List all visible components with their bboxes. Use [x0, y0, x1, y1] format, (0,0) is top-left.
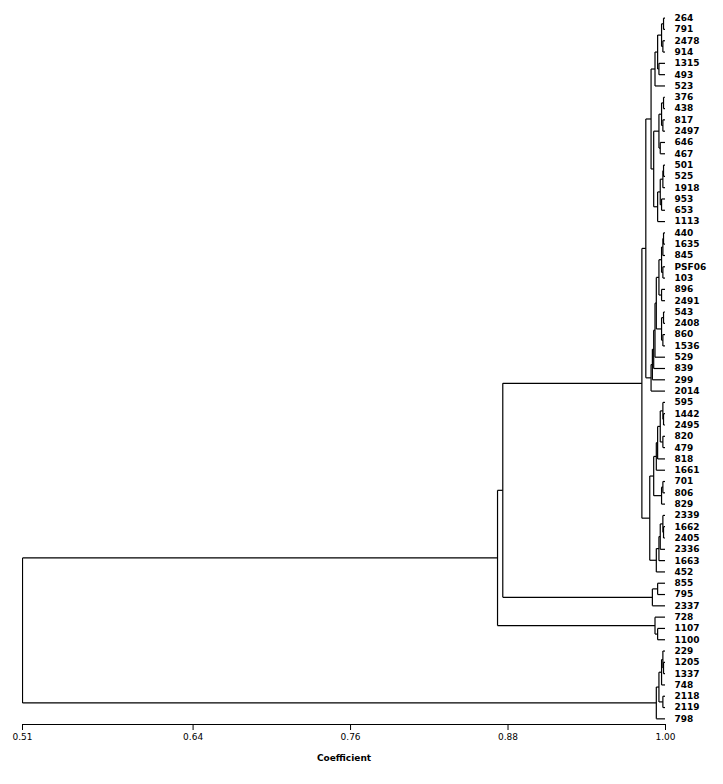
svg-text:0.76: 0.76 — [341, 732, 361, 742]
svg-text:1.00: 1.00 — [655, 732, 675, 742]
svg-text:896: 896 — [675, 284, 694, 294]
svg-text:791: 791 — [675, 24, 694, 34]
svg-text:525: 525 — [675, 171, 694, 181]
svg-text:914: 914 — [675, 47, 694, 57]
svg-text:1315: 1315 — [675, 58, 700, 68]
svg-text:1107: 1107 — [675, 623, 700, 633]
svg-text:2478: 2478 — [675, 36, 700, 46]
svg-text:0.88: 0.88 — [498, 732, 518, 742]
svg-text:479: 479 — [675, 442, 694, 452]
svg-text:798: 798 — [675, 714, 694, 724]
svg-text:1205: 1205 — [675, 657, 700, 667]
svg-text:818: 818 — [675, 454, 694, 464]
svg-text:839: 839 — [675, 363, 694, 373]
svg-text:501: 501 — [675, 160, 694, 170]
svg-text:1337: 1337 — [675, 669, 700, 679]
svg-text:2336: 2336 — [675, 544, 700, 554]
svg-text:728: 728 — [675, 612, 694, 622]
svg-text:0.51: 0.51 — [12, 732, 32, 742]
svg-text:438: 438 — [675, 103, 694, 113]
svg-text:299: 299 — [675, 375, 694, 385]
svg-text:2118: 2118 — [675, 691, 700, 701]
svg-text:646: 646 — [675, 137, 694, 147]
svg-text:452: 452 — [675, 567, 694, 577]
svg-text:953: 953 — [675, 194, 694, 204]
svg-text:595: 595 — [675, 397, 694, 407]
svg-text:467: 467 — [675, 149, 694, 159]
svg-text:543: 543 — [675, 307, 694, 317]
svg-text:2339: 2339 — [675, 510, 700, 520]
svg-text:1442: 1442 — [675, 409, 700, 419]
svg-text:529: 529 — [675, 352, 694, 362]
svg-text:440: 440 — [675, 228, 694, 238]
svg-text:806: 806 — [675, 488, 694, 498]
svg-text:PSF06: PSF06 — [675, 262, 707, 272]
svg-text:2405: 2405 — [675, 533, 700, 543]
svg-text:2497: 2497 — [675, 126, 700, 136]
svg-text:845: 845 — [675, 250, 694, 260]
svg-text:493: 493 — [675, 70, 694, 80]
svg-text:860: 860 — [675, 329, 694, 339]
svg-text:0.64: 0.64 — [183, 732, 203, 742]
svg-text:701: 701 — [675, 476, 694, 486]
svg-text:1663: 1663 — [675, 556, 700, 566]
svg-text:2408: 2408 — [675, 318, 700, 328]
svg-text:229: 229 — [675, 646, 694, 656]
svg-text:855: 855 — [675, 578, 694, 588]
svg-text:2119: 2119 — [675, 702, 700, 712]
svg-text:817: 817 — [675, 115, 694, 125]
svg-text:264: 264 — [675, 13, 694, 23]
svg-text:1100: 1100 — [675, 635, 700, 645]
svg-text:829: 829 — [675, 499, 694, 509]
svg-text:523: 523 — [675, 81, 694, 91]
svg-text:820: 820 — [675, 431, 694, 441]
svg-text:1635: 1635 — [675, 239, 700, 249]
svg-text:1661: 1661 — [675, 465, 700, 475]
svg-text:748: 748 — [675, 680, 694, 690]
svg-text:376: 376 — [675, 92, 694, 102]
svg-text:Coefficient: Coefficient — [317, 753, 372, 763]
svg-text:2337: 2337 — [675, 601, 700, 611]
svg-text:103: 103 — [675, 273, 694, 283]
svg-text:795: 795 — [675, 589, 694, 599]
svg-text:1918: 1918 — [675, 183, 700, 193]
svg-text:2495: 2495 — [675, 420, 700, 430]
svg-text:653: 653 — [675, 205, 694, 215]
svg-text:2014: 2014 — [675, 386, 700, 396]
svg-text:1113: 1113 — [675, 216, 700, 226]
svg-text:2491: 2491 — [675, 296, 700, 306]
svg-text:1536: 1536 — [675, 341, 700, 351]
svg-text:1662: 1662 — [675, 522, 700, 532]
